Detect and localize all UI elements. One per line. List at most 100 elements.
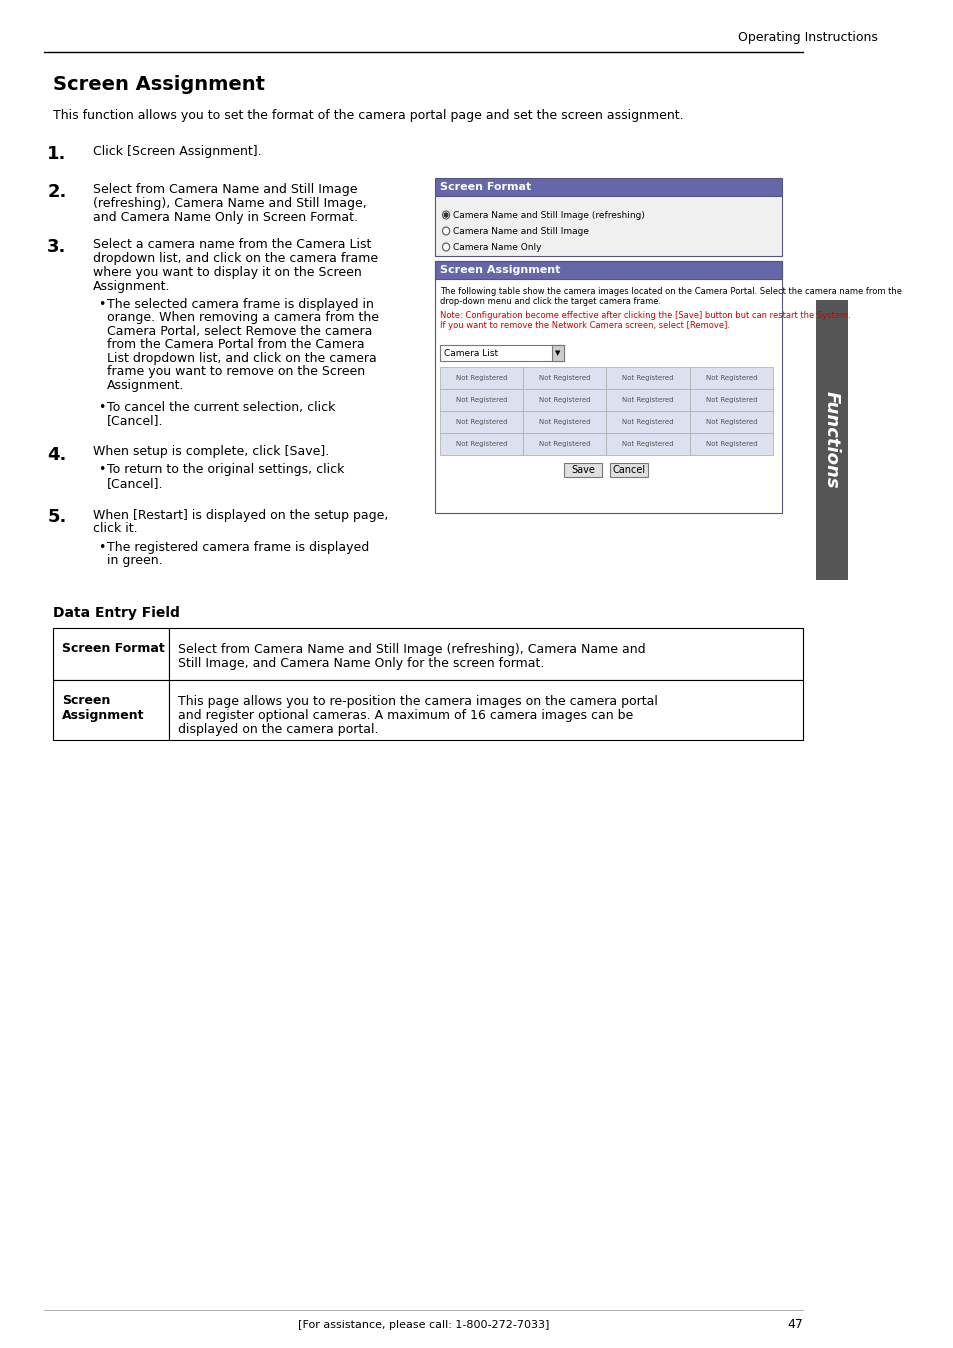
- Bar: [815, 301, 847, 580]
- Bar: [522, 390, 606, 411]
- Text: •: •: [97, 298, 105, 311]
- Text: Data Entry Field: Data Entry Field: [53, 605, 180, 620]
- Text: Assignment: Assignment: [62, 709, 145, 721]
- Text: and Camera Name Only in Screen Format.: and Camera Name Only in Screen Format.: [93, 212, 358, 224]
- Text: orange. When removing a camera from the: orange. When removing a camera from the: [107, 311, 378, 325]
- Text: ▼: ▼: [555, 350, 560, 356]
- Bar: [563, 462, 601, 477]
- Bar: [439, 345, 563, 361]
- Text: Operating Instructions: Operating Instructions: [737, 31, 877, 44]
- Text: from the Camera Portal from the Camera: from the Camera Portal from the Camera: [107, 338, 364, 352]
- Bar: [606, 367, 689, 390]
- Text: Not Registered: Not Registered: [621, 375, 673, 381]
- Text: The selected camera frame is displayed in: The selected camera frame is displayed i…: [107, 298, 374, 311]
- Text: 1.: 1.: [48, 146, 67, 163]
- Text: 2.: 2.: [48, 183, 67, 201]
- Text: Functions: Functions: [821, 391, 840, 489]
- Text: Select from Camera Name and Still Image: Select from Camera Name and Still Image: [93, 183, 357, 195]
- Text: Assignment.: Assignment.: [107, 379, 184, 392]
- Text: (refreshing), Camera Name and Still Image,: (refreshing), Camera Name and Still Imag…: [93, 197, 367, 210]
- Bar: [169, 679, 802, 740]
- Bar: [53, 628, 169, 679]
- Text: Not Registered: Not Registered: [705, 375, 757, 381]
- Text: Cancel: Cancel: [612, 465, 645, 474]
- Text: Not Registered: Not Registered: [456, 441, 507, 448]
- Text: Camera Portal, select Remove the camera: Camera Portal, select Remove the camera: [107, 325, 372, 338]
- Text: Select from Camera Name and Still Image (refreshing), Camera Name and: Select from Camera Name and Still Image …: [177, 643, 644, 655]
- Bar: [435, 195, 781, 256]
- Text: Not Registered: Not Registered: [456, 419, 507, 425]
- Text: [Cancel].: [Cancel].: [107, 414, 163, 427]
- Bar: [689, 390, 772, 411]
- Bar: [606, 433, 689, 456]
- Bar: [689, 367, 772, 390]
- Text: Screen Assignment: Screen Assignment: [439, 266, 559, 275]
- Text: Camera Name and Still Image: Camera Name and Still Image: [453, 226, 589, 236]
- Text: Assignment.: Assignment.: [93, 280, 171, 293]
- Text: where you want to display it on the Screen: where you want to display it on the Scre…: [93, 266, 362, 279]
- Text: This function allows you to set the format of the camera portal page and set the: This function allows you to set the form…: [53, 108, 683, 121]
- Circle shape: [442, 226, 449, 235]
- Text: When [Restart] is displayed on the setup page,: When [Restart] is displayed on the setup…: [93, 508, 388, 522]
- Text: •: •: [97, 464, 105, 476]
- Bar: [689, 433, 772, 456]
- Text: [For assistance, please call: 1-800-272-7033]: [For assistance, please call: 1-800-272-…: [298, 1320, 549, 1330]
- Circle shape: [444, 213, 447, 217]
- Text: Camera List: Camera List: [444, 349, 497, 357]
- Text: The following table show the camera images located on the Camera Portal. Select : The following table show the camera imag…: [439, 287, 901, 295]
- Text: frame you want to remove on the Screen: frame you want to remove on the Screen: [107, 365, 364, 379]
- Text: •: •: [97, 541, 105, 554]
- Text: Screen: Screen: [62, 694, 111, 708]
- Text: Still Image, and Camera Name Only for the screen format.: Still Image, and Camera Name Only for th…: [177, 656, 543, 670]
- Text: drop-down menu and click the target camera frame.: drop-down menu and click the target came…: [439, 298, 660, 306]
- Text: Not Registered: Not Registered: [456, 398, 507, 403]
- Text: Not Registered: Not Registered: [705, 419, 757, 425]
- Text: Camera Name and Still Image (refreshing): Camera Name and Still Image (refreshing): [453, 210, 644, 220]
- Text: Not Registered: Not Registered: [538, 375, 590, 381]
- Text: and register optional cameras. A maximum of 16 camera images can be: and register optional cameras. A maximum…: [177, 709, 632, 721]
- Bar: [439, 390, 522, 411]
- Bar: [435, 262, 781, 514]
- Bar: [610, 462, 647, 477]
- Bar: [435, 262, 781, 279]
- Bar: [169, 628, 802, 679]
- Bar: [689, 411, 772, 433]
- Bar: [606, 411, 689, 433]
- Text: Not Registered: Not Registered: [538, 441, 590, 448]
- Text: Camera Name Only: Camera Name Only: [453, 243, 541, 252]
- Text: Select a camera name from the Camera List: Select a camera name from the Camera Lis…: [93, 239, 372, 251]
- Text: in green.: in green.: [107, 554, 162, 568]
- Text: Not Registered: Not Registered: [456, 375, 507, 381]
- Text: Not Registered: Not Registered: [705, 441, 757, 448]
- Text: 3.: 3.: [48, 239, 67, 256]
- Text: [Cancel].: [Cancel].: [107, 477, 163, 491]
- Text: Not Registered: Not Registered: [538, 398, 590, 403]
- Bar: [53, 679, 169, 740]
- Text: Click [Screen Assignment].: Click [Screen Assignment].: [93, 146, 262, 158]
- Text: 4.: 4.: [48, 445, 67, 464]
- Text: Not Registered: Not Registered: [705, 398, 757, 403]
- Circle shape: [442, 212, 449, 218]
- Text: Save: Save: [571, 465, 595, 474]
- Text: 5.: 5.: [48, 508, 67, 527]
- Bar: [439, 367, 522, 390]
- Text: click it.: click it.: [93, 523, 138, 535]
- Text: Screen Format: Screen Format: [62, 643, 165, 655]
- Bar: [439, 411, 522, 433]
- Text: Not Registered: Not Registered: [621, 398, 673, 403]
- Text: This page allows you to re-position the camera images on the camera portal: This page allows you to re-position the …: [177, 694, 657, 708]
- Text: dropdown list, and click on the camera frame: dropdown list, and click on the camera f…: [93, 252, 378, 266]
- Text: Not Registered: Not Registered: [621, 419, 673, 425]
- Text: List dropdown list, and click on the camera: List dropdown list, and click on the cam…: [107, 352, 376, 365]
- Text: Screen Format: Screen Format: [439, 182, 531, 191]
- Text: To cancel the current selection, click: To cancel the current selection, click: [107, 400, 335, 414]
- Bar: [439, 433, 522, 456]
- Bar: [522, 367, 606, 390]
- Text: Note: Configuration become effective after clicking the [Save] button but can re: Note: Configuration become effective aft…: [439, 310, 850, 319]
- Text: 47: 47: [786, 1318, 802, 1332]
- Bar: [522, 411, 606, 433]
- Text: Screen Assignment: Screen Assignment: [53, 75, 265, 94]
- Text: When setup is complete, click [Save].: When setup is complete, click [Save].: [93, 445, 329, 458]
- Bar: [522, 433, 606, 456]
- Text: Not Registered: Not Registered: [621, 441, 673, 448]
